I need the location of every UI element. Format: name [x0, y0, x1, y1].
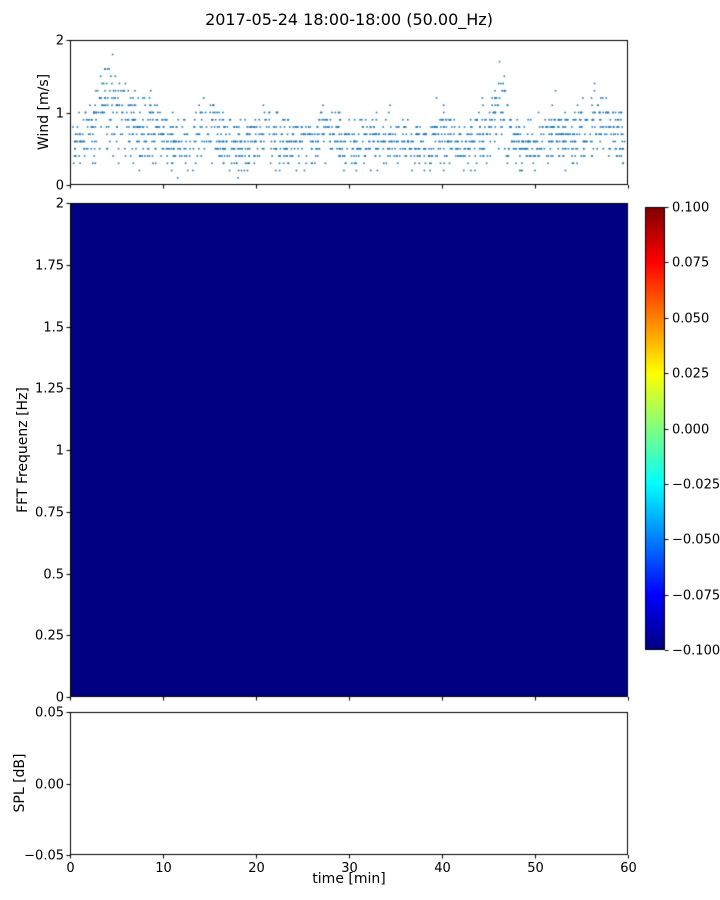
fft-ytick-label: 0: [55, 690, 64, 705]
spl-ytick-label: 0.05: [35, 705, 64, 720]
time-x-axis-label: time [min]: [312, 871, 386, 887]
fft-ytick-label: 1.5: [43, 320, 64, 335]
colorbar-tick-label: 0.075: [672, 255, 710, 270]
colorbar-tick-label: 0.000: [672, 422, 710, 437]
colorbar-tick-label: −0.100: [672, 643, 720, 658]
fft-ytick-label: 1.75: [35, 258, 64, 273]
fft-ytick-label: 1: [55, 443, 64, 458]
spl-y-axis-label: SPL [dB]: [12, 753, 28, 813]
fft-ytick-label: 0.25: [35, 628, 64, 643]
spl-xtick-label: 20: [248, 861, 265, 876]
wind-ytick-label: 2: [55, 33, 64, 48]
spl-xtick-label: 10: [155, 861, 172, 876]
colorbar-tick-label: −0.075: [672, 588, 720, 603]
fft-y-axis-label: FFT Frequenz [Hz]: [15, 387, 31, 513]
wind-y-axis-label: Wind [m/s]: [36, 73, 52, 151]
colorbar-tick-label: 0.025: [672, 366, 710, 381]
spl-xtick-label: 60: [620, 861, 637, 876]
spl-ytick-label: 0.00: [35, 777, 64, 792]
fft-ytick-label: 0.75: [35, 505, 64, 520]
spl-ytick-label: −0.05: [24, 848, 64, 863]
colorbar-tick-label: −0.050: [672, 532, 720, 547]
colorbar-tick-label: 0.100: [672, 200, 710, 215]
colorbar-tick-label: −0.025: [672, 477, 720, 492]
spl-xtick-label: 50: [527, 861, 544, 876]
figure-title: 2017-05-24 18:00-18:00 (50.00_Hz): [205, 10, 493, 29]
spl-xtick-label: 40: [434, 861, 451, 876]
wind-ytick-label: 1: [55, 106, 64, 121]
spl-xtick-label: 30: [341, 861, 358, 876]
spl-xtick-label: 0: [66, 861, 75, 876]
colorbar-tick-label: 0.050: [672, 311, 710, 326]
fft-ytick-label: 2: [55, 196, 64, 211]
fft-ytick-label: 1.25: [35, 381, 64, 396]
fft-ytick-label: 0.5: [43, 567, 64, 582]
wind-ytick-label: 0: [55, 178, 64, 193]
